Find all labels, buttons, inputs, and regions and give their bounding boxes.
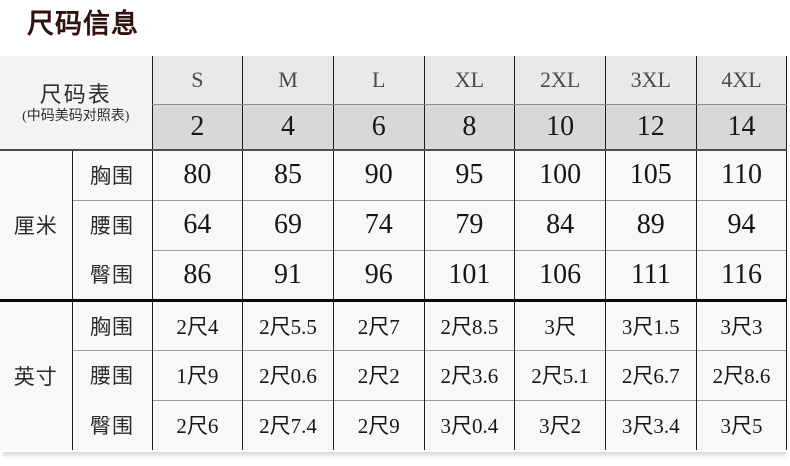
- inch-hip-row: 臀围 2尺6 2尺7.4 2尺9 3尺0.4 3尺2 3尺3.4 3尺5: [0, 399, 788, 450]
- us-size-cell: 8: [423, 104, 515, 151]
- header-row-us-sizes: 2 4 6 8 10 12 14: [0, 104, 788, 151]
- table-bottom-shadow: [3, 452, 786, 460]
- size-chart-table: 尺码表 (中码美码对照表) S M L XL 2XL 3XL 4XL 2 4 6…: [0, 56, 788, 450]
- value-cell: 116: [695, 249, 788, 300]
- size-chart-corner-subtitle: (中码美码对照表): [22, 108, 130, 124]
- value-cell: 2尺9: [332, 399, 425, 450]
- size-chart-corner-title: 尺码表: [39, 82, 112, 108]
- value-cell: 2尺5.5: [242, 298, 334, 350]
- value-cell: 2尺5.1: [514, 349, 606, 400]
- value-cell: 64: [151, 199, 243, 250]
- value-cell: 105: [604, 150, 697, 200]
- value-cell: 3尺2: [514, 399, 606, 450]
- value-cell: 3尺3: [695, 298, 788, 350]
- us-size-cell: 2: [151, 104, 243, 151]
- value-cell: 2尺8.6: [695, 349, 788, 400]
- value-cell: 1尺9: [151, 349, 243, 400]
- value-cell: 2尺0.6: [242, 349, 334, 400]
- unit-label-inch: 英寸: [0, 298, 72, 450]
- value-cell: 3尺0.4: [423, 399, 515, 450]
- value-cell: 2尺7.4: [242, 399, 334, 450]
- value-cell: 90: [332, 150, 425, 200]
- value-cell: 79: [423, 199, 515, 250]
- inch-bust-row: 英寸 胸围 2尺4 2尺5.5 2尺7 2尺8.5 3尺 3尺1.5 3尺3: [0, 298, 788, 450]
- value-cell: 2尺4: [151, 298, 243, 350]
- value-cell: 85: [242, 150, 334, 200]
- value-cell: 91: [242, 249, 334, 300]
- value-cell: 69: [242, 199, 334, 250]
- us-size-cell: 10: [514, 104, 606, 151]
- page-title: 尺码信息: [27, 9, 139, 39]
- size-header-4xl: 4XL: [695, 56, 788, 105]
- value-cell: 2尺6.7: [604, 349, 697, 400]
- size-header-s: S: [151, 56, 243, 105]
- value-cell: 95: [423, 150, 515, 200]
- value-cell: 2尺8.5: [423, 298, 515, 350]
- us-size-cell: 6: [332, 104, 425, 151]
- value-cell: 101: [423, 249, 515, 300]
- measure-label: 胸围: [71, 150, 153, 200]
- measure-label: 胸围: [71, 298, 153, 350]
- size-chart-corner-cell: 尺码表 (中码美码对照表): [0, 56, 153, 151]
- value-cell: 3尺5: [695, 399, 788, 450]
- value-cell: 74: [332, 199, 425, 250]
- value-cell: 2尺7: [332, 298, 425, 350]
- header-row-sizes: 尺码表 (中码美码对照表) S M L XL 2XL 3XL 4XL: [0, 56, 788, 151]
- measure-label: 臀围: [71, 400, 153, 450]
- inch-waist-row: 腰围 1尺9 2尺0.6 2尺2 2尺3.6 2尺5.1 2尺6.7 2尺8.6: [0, 349, 788, 400]
- us-size-cell: 4: [242, 104, 334, 151]
- cm-hip-row: 臀围 86 91 96 101 106 111 116: [0, 249, 788, 300]
- value-cell: 111: [604, 249, 697, 300]
- value-cell: 80: [151, 150, 243, 200]
- value-cell: 100: [514, 150, 606, 200]
- value-cell: 2尺3.6: [423, 349, 515, 400]
- size-header-xl: XL: [423, 56, 515, 105]
- cm-bust-row: 厘米 胸围 80 85 90 95 100 105 110: [0, 150, 788, 300]
- value-cell: 2尺6: [151, 399, 243, 450]
- value-cell: 94: [695, 199, 788, 250]
- size-header-l: L: [332, 56, 425, 105]
- us-size-cell: 12: [604, 104, 697, 151]
- unit-label-cm: 厘米: [0, 150, 72, 300]
- value-cell: 3尺1.5: [604, 298, 697, 350]
- size-header-3xl: 3XL: [604, 56, 697, 105]
- value-cell: 86: [151, 249, 243, 300]
- cm-waist-row: 腰围 64 69 74 79 84 89 94: [0, 199, 788, 250]
- us-size-cell: 14: [695, 104, 788, 151]
- value-cell: 110: [695, 150, 788, 200]
- value-cell: 3尺: [514, 298, 606, 350]
- measure-label: 腰围: [71, 349, 153, 400]
- size-header-2xl: 2XL: [514, 56, 606, 105]
- value-cell: 2尺2: [332, 349, 425, 400]
- value-cell: 96: [332, 249, 425, 300]
- value-cell: 3尺3.4: [604, 399, 697, 450]
- size-header-m: M: [242, 56, 334, 105]
- value-cell: 84: [514, 199, 606, 250]
- value-cell: 89: [604, 199, 697, 250]
- measure-label: 腰围: [71, 199, 153, 250]
- measure-label: 臀围: [71, 250, 153, 300]
- value-cell: 106: [514, 249, 606, 300]
